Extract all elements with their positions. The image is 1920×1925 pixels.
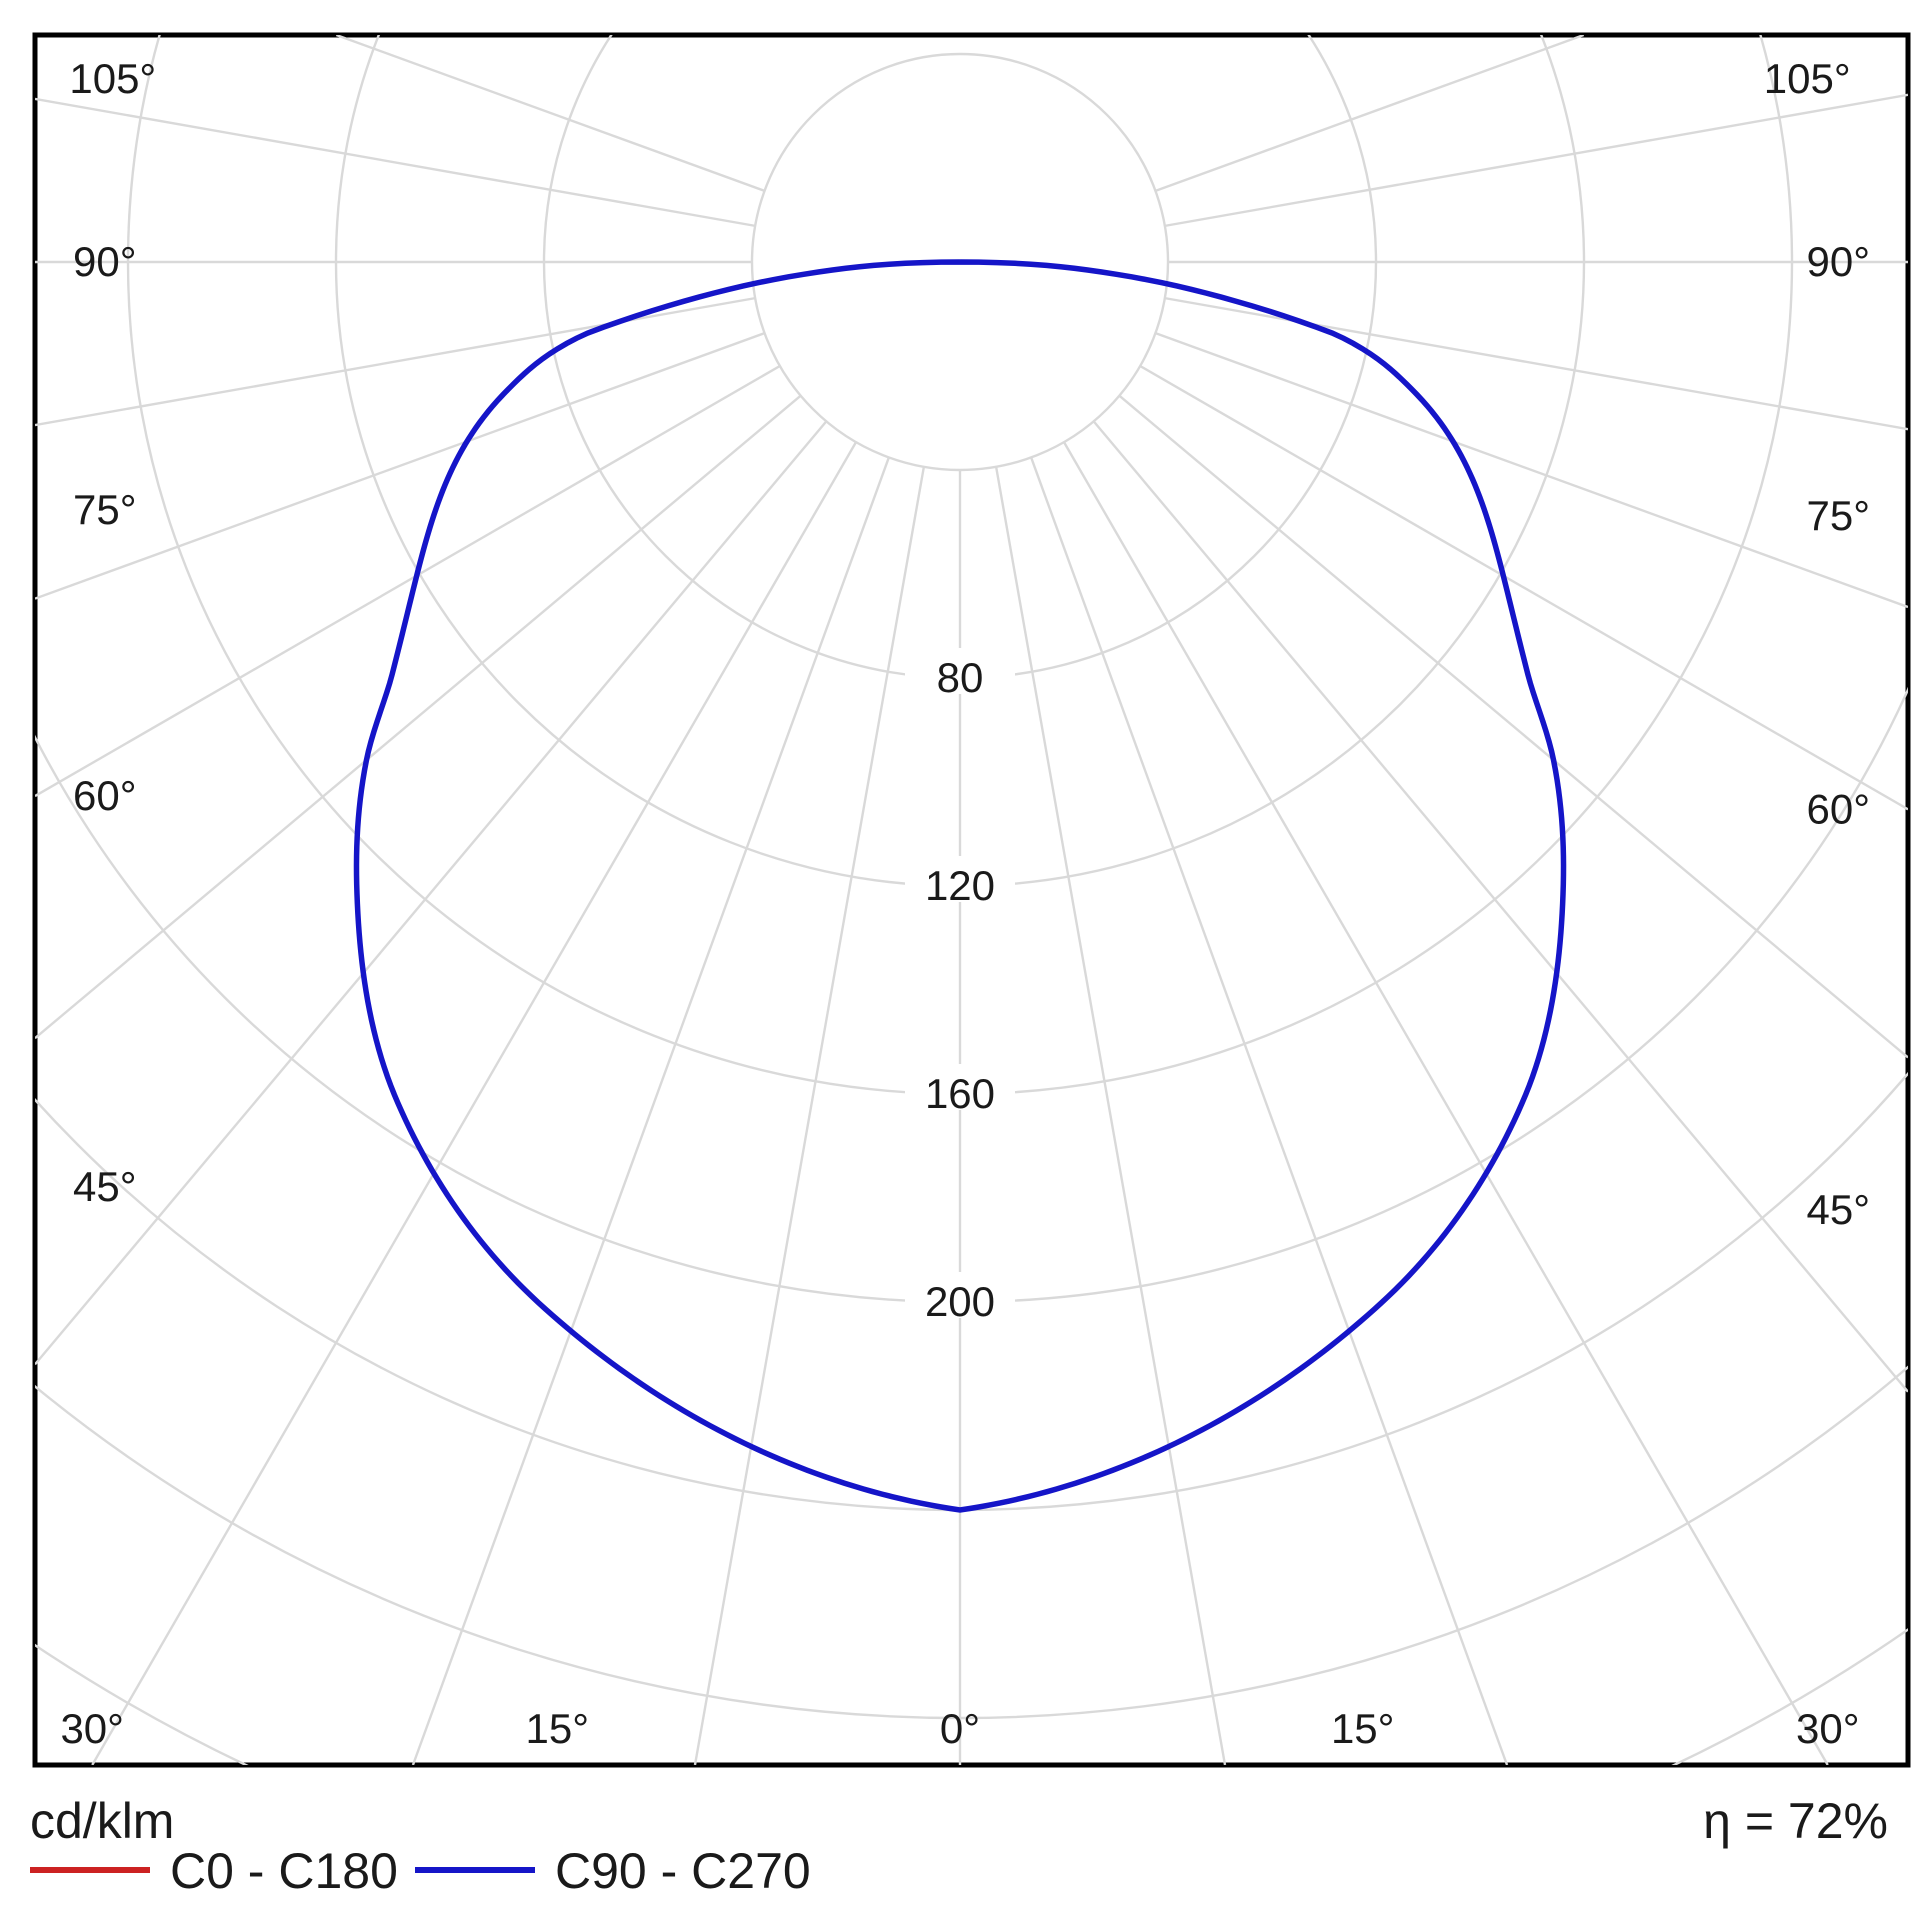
svg-text:90°: 90° [1806,238,1870,285]
svg-text:120: 120 [925,862,995,909]
svg-text:C90 - C270: C90 - C270 [555,1843,811,1899]
svg-text:30°: 30° [60,1705,124,1752]
svg-text:C0 - C180: C0 - C180 [170,1843,398,1899]
svg-text:45°: 45° [1806,1186,1870,1233]
svg-text:cd/klm: cd/klm [30,1793,174,1849]
svg-text:0°: 0° [940,1705,980,1752]
svg-text:η = 72%: η = 72% [1703,1793,1888,1849]
svg-text:75°: 75° [73,486,137,533]
svg-text:45°: 45° [73,1163,137,1210]
svg-text:90°: 90° [73,238,137,285]
svg-text:105°: 105° [1764,55,1851,102]
svg-text:75°: 75° [1806,492,1870,539]
svg-text:160: 160 [925,1070,995,1117]
svg-text:105°: 105° [69,55,156,102]
svg-text:60°: 60° [73,772,137,819]
svg-text:15°: 15° [526,1705,590,1752]
svg-text:30°: 30° [1796,1705,1860,1752]
svg-text:200: 200 [925,1278,995,1325]
svg-text:15°: 15° [1331,1705,1395,1752]
svg-text:60°: 60° [1806,785,1870,832]
svg-text:80: 80 [937,654,984,701]
